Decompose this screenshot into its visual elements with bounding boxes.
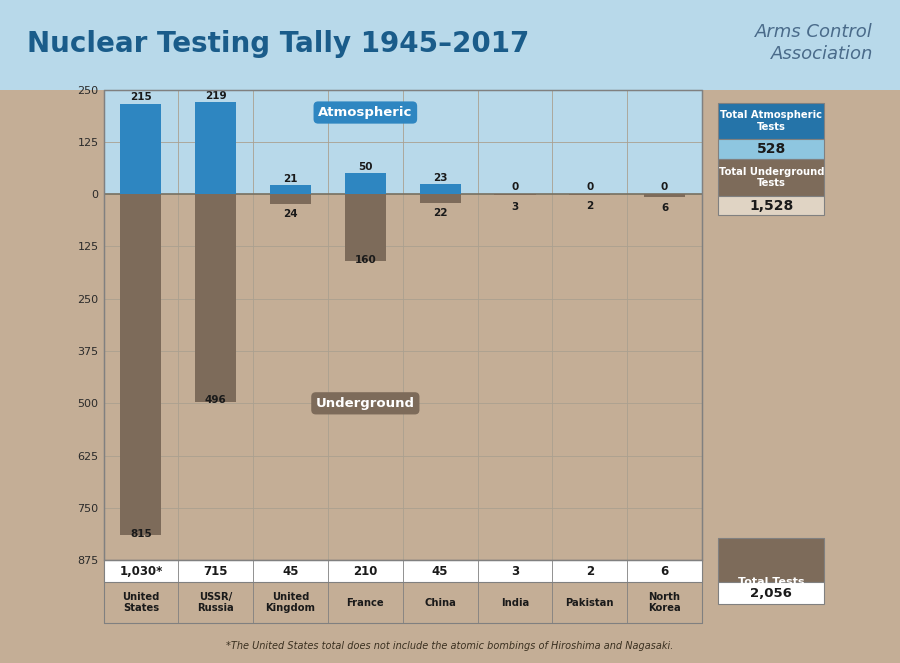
Text: 6: 6 [661, 565, 669, 577]
Text: 219: 219 [205, 91, 227, 101]
Text: 23: 23 [433, 173, 447, 183]
Text: 715: 715 [203, 565, 228, 577]
Text: 1,528: 1,528 [749, 198, 794, 213]
Text: 160: 160 [355, 255, 376, 265]
Text: Pakistan: Pakistan [565, 597, 614, 608]
Text: 3: 3 [511, 565, 519, 577]
Bar [270, 186, 311, 194]
Bar [644, 194, 685, 197]
Text: Total Underground
Tests: Total Underground Tests [718, 166, 824, 188]
Text: Underground: Underground [316, 397, 415, 410]
Text: *The United States total does not include the atomic bombings of Hiroshima and N: *The United States total does not includ… [226, 641, 674, 651]
Bar [419, 194, 461, 204]
Bar [345, 173, 386, 194]
Bar [419, 184, 461, 194]
Bar [104, 90, 702, 194]
Text: 215: 215 [130, 92, 152, 103]
Text: 22: 22 [433, 208, 447, 218]
Text: 3: 3 [511, 202, 518, 211]
Text: 2: 2 [586, 565, 594, 577]
Text: 210: 210 [353, 565, 377, 577]
Text: 528: 528 [757, 142, 786, 156]
Text: China: China [424, 597, 456, 608]
Text: 496: 496 [205, 395, 227, 405]
Text: 0: 0 [511, 182, 518, 192]
Text: 0: 0 [661, 182, 668, 192]
Bar [195, 194, 237, 402]
Text: Atmospheric: Atmospheric [319, 106, 412, 119]
Text: 0: 0 [586, 182, 593, 192]
Bar [121, 194, 161, 535]
Text: 24: 24 [284, 209, 298, 219]
Text: 1,030*: 1,030* [119, 565, 163, 577]
Bar [195, 103, 237, 194]
Text: USSR/
Russia: USSR/ Russia [197, 592, 234, 613]
Text: 21: 21 [284, 174, 298, 184]
Text: 815: 815 [130, 529, 152, 539]
Text: Total Atmospheric
Tests: Total Atmospheric Tests [720, 110, 823, 132]
Text: 50: 50 [358, 162, 373, 172]
Text: United
Kingdom: United Kingdom [266, 592, 316, 613]
Bar [345, 194, 386, 261]
Text: Total Tests: Total Tests [738, 577, 805, 587]
Text: Arms Control
Association: Arms Control Association [755, 23, 873, 64]
Text: United
States: United States [122, 592, 159, 613]
Text: India: India [500, 597, 529, 608]
Text: North
Korea: North Korea [648, 592, 681, 613]
Bar [494, 194, 536, 196]
Text: 6: 6 [661, 203, 668, 213]
Text: 45: 45 [432, 565, 448, 577]
Bar [270, 194, 311, 204]
Text: 2: 2 [586, 202, 593, 211]
Text: Nuclear Testing Tally 1945–2017: Nuclear Testing Tally 1945–2017 [27, 30, 529, 58]
Text: 2,056: 2,056 [751, 587, 792, 599]
Bar [121, 104, 161, 194]
Bar [569, 194, 610, 195]
Text: 45: 45 [283, 565, 299, 577]
Text: France: France [346, 597, 384, 608]
Bar [104, 194, 702, 560]
